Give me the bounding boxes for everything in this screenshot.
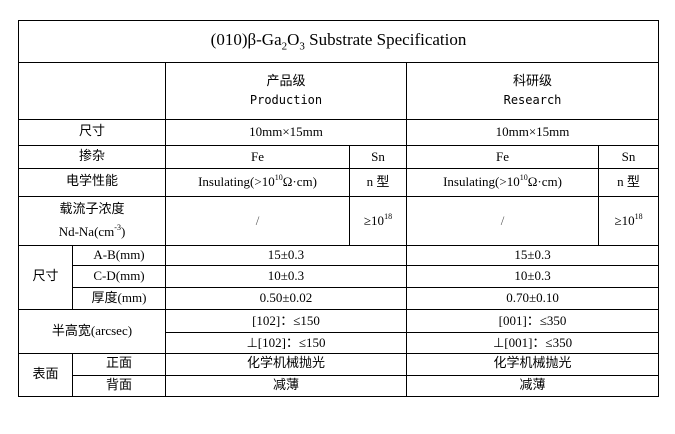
header-production: 产品级 Production xyxy=(165,62,407,120)
cell: [102]：≤150 xyxy=(165,309,407,333)
cell: n 型 xyxy=(597,168,660,197)
cell: ≥1018 xyxy=(597,196,660,246)
cell: Insulating(>1010Ω·cm) xyxy=(406,168,599,197)
table-title: (010)β-Ga2O3 Substrate Specification xyxy=(17,20,660,63)
cell: Sn xyxy=(349,145,407,169)
cell: Fe xyxy=(165,145,350,169)
row-label: 电学性能 xyxy=(18,168,166,197)
cell: / xyxy=(406,196,599,246)
cell: 10mm×15mm xyxy=(165,119,407,146)
cell: 减薄 xyxy=(405,375,660,397)
row-label: 表面 xyxy=(18,353,73,397)
table-row: 表面 正面 化学机械抛光 化学机械抛光 xyxy=(18,353,660,397)
cell: 化学机械抛光 xyxy=(405,353,660,376)
cell: [001]：≤350 xyxy=(405,309,660,333)
row-label: 半高宽(arcsec) xyxy=(18,309,166,354)
sub-label: 厚度(mm) xyxy=(72,287,166,310)
cell: 0.70±0.10 xyxy=(405,287,660,310)
cell: 10±0.3 xyxy=(165,265,407,288)
spec-table: (010)β-Ga2O3 Substrate Specification 产品级… xyxy=(17,20,660,397)
cell: 化学机械抛光 xyxy=(165,353,407,376)
row-label: 尺寸 xyxy=(18,119,166,146)
cell: ≥1018 xyxy=(349,196,407,246)
cell: ⊥[102]：≤150 xyxy=(165,332,407,354)
cell: 减薄 xyxy=(165,375,407,397)
cell: Insulating(>1010Ω·cm) xyxy=(165,168,350,197)
cell: 0.50±0.02 xyxy=(165,287,407,310)
table-row: 半高宽(arcsec) [102]：≤150 [001]：≤350 xyxy=(18,309,660,354)
cell: n 型 xyxy=(349,168,407,197)
table-row: 掺杂 Fe Sn Fe Sn xyxy=(18,145,660,169)
sub-label: C-D(mm) xyxy=(72,265,166,288)
row-label: 尺寸 xyxy=(18,245,73,310)
table-row: 电学性能 Insulating(>1010Ω·cm) n 型 Insulatin… xyxy=(18,168,660,197)
sub-label: A-B(mm) xyxy=(72,245,166,266)
row-label: 载流子浓度 Nd-Na(cm-3) xyxy=(18,196,166,246)
cell: 15±0.3 xyxy=(405,245,660,266)
table-row: 载流子浓度 Nd-Na(cm-3) / ≥1018 / ≥1018 xyxy=(18,196,660,246)
cell: 15±0.3 xyxy=(165,245,407,266)
row-label: 掺杂 xyxy=(18,145,166,169)
cell: Sn xyxy=(597,145,660,169)
table-row: 厚度(mm) 0.50±0.02 0.70±0.10 xyxy=(19,287,660,310)
cell: Fe xyxy=(406,145,599,169)
header-research: 科研级 Research xyxy=(405,62,660,120)
table-row: 尺寸 A-B(mm) 15±0.3 15±0.3 xyxy=(18,245,660,310)
cell: ⊥[001]：≤350 xyxy=(405,332,660,354)
table-row: 背面 减薄 减薄 xyxy=(19,375,660,397)
table-row: C-D(mm) 10±0.3 10±0.3 xyxy=(19,265,660,288)
sub-label: 背面 xyxy=(72,375,166,397)
table-row: 尺寸 10mm×15mm 10mm×15mm xyxy=(18,119,660,146)
header-empty xyxy=(18,62,166,120)
cell: / xyxy=(165,196,350,246)
cell: 10mm×15mm xyxy=(405,119,660,146)
sub-label: 正面 xyxy=(72,353,166,376)
cell: 10±0.3 xyxy=(405,265,660,288)
